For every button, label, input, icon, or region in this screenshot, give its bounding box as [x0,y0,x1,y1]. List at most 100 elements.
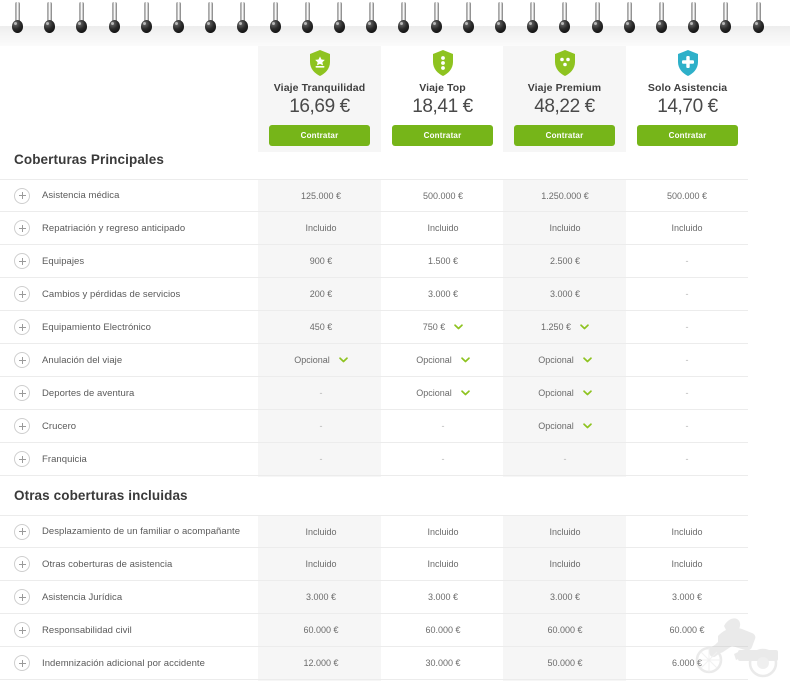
coverage-value: Incluido [427,559,459,569]
expand-plus-icon[interactable] [14,319,30,335]
spiral-ring [301,2,313,42]
spiral-ring [334,2,345,42]
ring-shaft [240,2,246,27]
coverage-value: - [685,388,689,398]
contratar-button[interactable]: Contratar [637,125,738,146]
coverage-value-cell[interactable]: Opcional [382,355,504,365]
chevron-down-icon[interactable] [582,423,592,429]
ring-shaft [15,2,20,27]
coverage-value: Incluido [671,526,703,537]
coverage-label-cell[interactable]: Desplazamiento de un familiar o acompaña… [0,523,260,540]
chevron-down-icon[interactable] [454,324,464,330]
coverage-value-cell: 3.000 € [504,592,626,602]
ring-bead [398,20,410,33]
coverage-value: 12.000 € [303,658,339,668]
section-rows-1: Asistencia médica 125.000 € 500.000 € 1.250… [0,179,790,476]
expand-plus-icon[interactable] [14,385,30,401]
coverage-value: Opcional [538,421,574,431]
contratar-button[interactable]: Contratar [269,125,370,146]
coverage-label-cell[interactable]: Anulación del viaje [0,352,260,368]
chevron-down-icon[interactable] [582,390,592,396]
chevron-down-icon[interactable] [582,357,592,363]
coverage-value-cell: 200 € [260,289,382,299]
coverage-value-cell[interactable]: 750 € [382,322,504,332]
coverage-label-cell[interactable]: Equipamiento Electrónico [0,319,260,335]
coverage-value: 60.000 € [547,625,583,635]
expand-plus-icon[interactable] [14,352,30,368]
expand-plus-icon[interactable] [14,523,30,540]
coverage-value-cell: 3.000 € [504,289,626,299]
coverage-value: - [563,454,567,464]
coverage-value-cell[interactable]: Opcional [504,421,626,431]
coverage-label: Otras coberturas de asistencia [42,558,173,570]
coverage-value-cell: 60.000 € [382,625,504,635]
ring-bead [205,20,217,33]
ring-bead [76,20,88,33]
coverage-label-cell[interactable]: Equipajes [0,253,260,269]
expand-plus-icon[interactable] [14,451,30,467]
coverage-value: - [685,256,689,266]
coverage-value-cell: 3.000 € [382,289,504,299]
chevron-down-icon[interactable] [338,357,348,363]
plan-price: 48,22 € [534,96,595,117]
coverage-value: 3.000 € [427,289,459,299]
coverage-label-cell[interactable]: Asistencia médica [0,187,260,204]
expand-plus-icon[interactable] [14,622,30,638]
coverage-value-cell[interactable]: Opcional [504,355,626,365]
coverage-label-cell[interactable]: Repatriación y regreso anticipado [0,220,260,236]
spiral-ring [398,2,410,42]
coverage-value: Incluido [549,223,581,233]
coverage-label-cell[interactable]: Deportes de aventura [0,385,260,401]
coverage-label-cell[interactable]: Indemnización adicional por accidente [0,655,260,671]
expand-plus-icon[interactable] [14,286,30,302]
expand-plus-icon[interactable] [14,556,30,572]
ring-bead [527,20,539,33]
plan-card-4: Solo Asistencia 14,70 € Contratar [626,46,749,152]
coverage-value: 750 € [422,322,446,332]
table-row: Asistencia médica 125.000 € 500.000 € 1.250… [0,179,748,212]
spiral-ring [140,2,152,42]
chevron-down-icon[interactable] [460,357,470,363]
coverage-value-cell[interactable]: Opcional [260,355,382,365]
coverage-label-cell[interactable]: Franquicia [0,451,260,467]
coverage-value-cell[interactable]: Opcional [382,388,504,398]
contratar-button[interactable]: Contratar [514,125,615,146]
coverage-label-cell[interactable]: Responsabilidad civil [0,622,260,638]
column-tint [258,179,381,477]
contratar-button[interactable]: Contratar [392,125,493,146]
coverage-label-cell[interactable]: Otras coberturas de asistencia [0,556,260,572]
coverage-value: 125.000 € [300,190,342,201]
coverage-label: Equipamiento Electrónico [42,321,151,333]
expand-plus-icon[interactable] [14,655,30,671]
ring-bead [720,20,732,33]
coverage-label-cell[interactable]: Crucero [0,418,260,434]
expand-plus-icon[interactable] [14,589,30,605]
ring-bead [108,20,120,33]
plan-card-2: Viaje Top 18,41 € Contratar [381,46,504,152]
coverage-value: - [685,289,689,299]
coverage-value-cell: 60.000 € [626,625,748,635]
ring-bead [366,20,378,33]
coverage-value-cell: Incluido [382,559,504,569]
coverage-label: Deportes de aventura [42,387,135,399]
chevron-down-icon[interactable] [460,390,470,396]
coverage-label: Anulación del viaje [42,354,123,366]
coverage-value: 30.000 € [425,658,461,668]
coverage-value-cell: 500.000 € [382,191,504,201]
expand-plus-icon[interactable] [14,220,30,236]
plan-price: 18,41 € [412,96,473,117]
expand-plus-icon[interactable] [14,187,30,204]
expand-plus-icon[interactable] [14,253,30,269]
shield-cross-icon [677,50,699,76]
coverage-value-cell[interactable]: 1.250 € [504,322,626,332]
coverage-value-cell[interactable]: Opcional [504,388,626,398]
ring-shaft [433,2,439,27]
coverage-value-cell: - [626,355,748,365]
coverage-value-cell: 450 € [260,322,382,332]
chevron-down-icon[interactable] [580,324,589,330]
section-rows-2: Desplazamiento de un familiar o acompaña… [0,515,790,680]
coverage-label-cell[interactable]: Asistencia Jurídica [0,589,260,605]
spiral-ring [559,2,571,42]
coverage-label-cell[interactable]: Cambios y pérdidas de servicios [0,286,260,302]
expand-plus-icon[interactable] [14,418,30,434]
